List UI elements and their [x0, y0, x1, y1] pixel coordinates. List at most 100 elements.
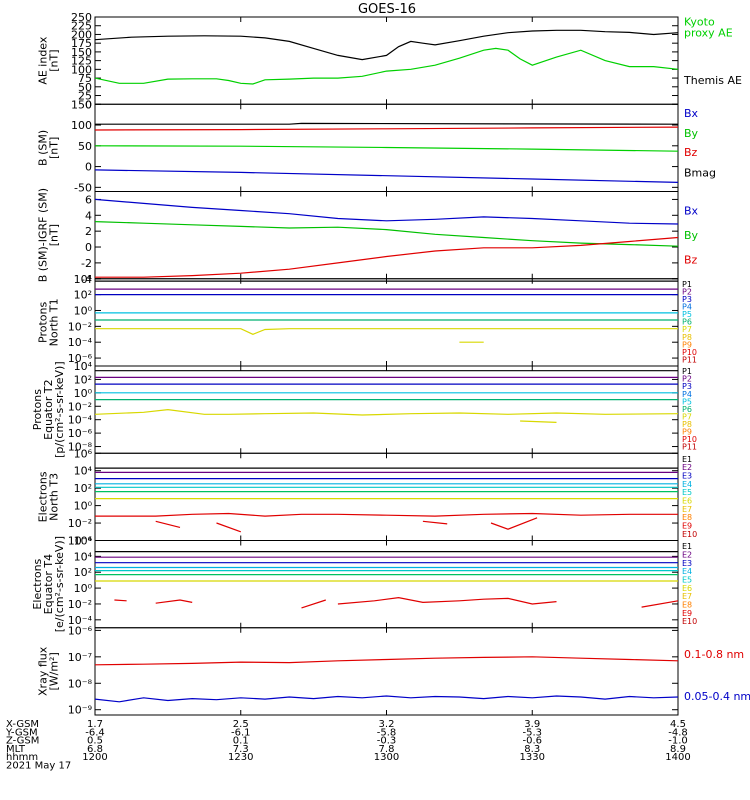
series-line [216, 522, 242, 533]
channel-label: P7 [682, 325, 692, 334]
channel-label: P1 [682, 280, 692, 289]
y-tick-label: 150 [71, 98, 92, 111]
channel-label: P3 [682, 382, 692, 391]
y-axis-label: Protons [31, 389, 44, 430]
channel-label: P9 [682, 428, 692, 437]
channel-label: P11 [682, 355, 697, 364]
series-line [155, 520, 181, 528]
x-row-value: 1230 [228, 752, 253, 763]
series-line [641, 600, 679, 608]
channel-label: P6 [682, 318, 692, 327]
channel-label: E1 [682, 542, 692, 551]
y-tick-label: 10² [74, 373, 92, 386]
x-row-value: 0.5 [87, 736, 103, 747]
y-tick-label: 10⁰ [74, 500, 93, 513]
x-row-value: 3.2 [379, 719, 395, 730]
y-tick-label: 10⁰ [74, 582, 93, 595]
channel-label: E7 [682, 505, 692, 514]
y-axis-label: Equator T4 [42, 554, 55, 614]
channel-label: P5 [682, 397, 692, 406]
y-tick-label: 10⁶ [74, 447, 93, 460]
x-row-value: 0.1 [233, 736, 249, 747]
series-line [94, 198, 679, 225]
x-row-value: 2.5 [233, 719, 249, 730]
x-row-value: -0.3 [377, 736, 397, 747]
y-axis-label: AE index [37, 36, 50, 85]
channel-label: E4 [682, 567, 692, 576]
y-tick-label: 10⁴ [74, 273, 93, 286]
channel-label: P8 [682, 420, 692, 429]
series-line [94, 145, 679, 152]
legend-label: Bx [684, 107, 699, 120]
y-axis-label: [nT] [48, 224, 61, 246]
x-row-value: 1.7 [87, 719, 103, 730]
y-tick-label: 10⁻⁶ [68, 427, 93, 440]
channel-label: P5 [682, 310, 692, 319]
y-tick-label: 10⁴ [74, 465, 93, 478]
panel-bsm: -50 0 50 100 150 B (SM)[nT] Bx By Bz Bmag [37, 98, 717, 194]
y-tick-label: -2 [81, 257, 92, 270]
series-line [422, 520, 448, 525]
x-row-label: X-GSM [6, 719, 39, 730]
series-line [301, 599, 326, 609]
y-tick-label: 250 [71, 11, 92, 24]
channel-label: E8 [682, 600, 692, 609]
channel-label: E8 [682, 513, 692, 522]
y-axis-label: Electrons [37, 471, 50, 522]
channel-label: P3 [682, 295, 692, 304]
y-axis-label: Protons [37, 302, 50, 343]
legend-label: proxy AE [684, 27, 733, 40]
y-tick-label: 10⁻⁸ [68, 677, 93, 690]
date-label: 2021 May 17 [6, 761, 71, 772]
y-tick-label: 200 [71, 28, 92, 41]
series-line [94, 126, 679, 131]
channel-label: P10 [682, 435, 697, 444]
x-row-value: 1400 [665, 752, 690, 763]
x-row-value: -6.4 [85, 727, 105, 738]
y-axis-label: [e/(cm²-s-sr-keV)] [53, 536, 66, 632]
channel-label: E3 [682, 472, 692, 481]
x-row-value: 4.5 [670, 719, 686, 730]
legend-label: By [684, 127, 699, 140]
channel-label: E10 [682, 530, 697, 539]
y-tick-label: 10² [74, 482, 92, 495]
series-line [94, 169, 679, 183]
x-row-label: Z-GSM [6, 736, 39, 747]
y-axis-label: North T1 [48, 298, 61, 346]
y-tick-label: -50 [74, 181, 92, 194]
y-axis-label: Equator T2 [42, 379, 55, 439]
y-tick-label: 10⁻⁴ [68, 336, 93, 349]
x-row-value: -6.1 [231, 727, 251, 738]
x-row-value: -5.8 [377, 727, 397, 738]
y-tick-label: 0 [85, 161, 92, 174]
x-row-value: 8.3 [524, 744, 540, 755]
channel-label: E9 [682, 609, 692, 618]
y-axis-label: [W/m²] [48, 652, 61, 690]
panel-frame [94, 540, 679, 629]
y-tick-label: 0 [85, 241, 92, 254]
y-axis-label: [nT] [48, 137, 61, 159]
legend-label: Bz [684, 146, 698, 159]
x-row-value: 6.8 [87, 744, 103, 755]
channel-label: E6 [682, 584, 692, 593]
x-row-value: -1.0 [668, 736, 688, 747]
y-tick-label: 75 [78, 72, 92, 85]
x-row-label: Y-GSM [5, 727, 38, 738]
y-tick-label: 25 [78, 90, 92, 103]
channel-label: E1 [682, 455, 692, 464]
y-tick-label: 10⁻⁹ [68, 704, 92, 717]
channel-label: P8 [682, 333, 692, 342]
y-tick-label: -4 [81, 273, 92, 286]
legend-label: Bmag [684, 166, 716, 179]
y-axis-label: Xray flux [37, 646, 50, 696]
channel-label: P10 [682, 348, 697, 357]
y-axis-label: [nT] [48, 49, 61, 71]
legend-label: Bx [684, 205, 699, 218]
panel-frame [94, 278, 679, 367]
channel-label: P2 [682, 287, 692, 296]
channel-label: E7 [682, 592, 692, 601]
x-row-value: 7.8 [379, 744, 395, 755]
